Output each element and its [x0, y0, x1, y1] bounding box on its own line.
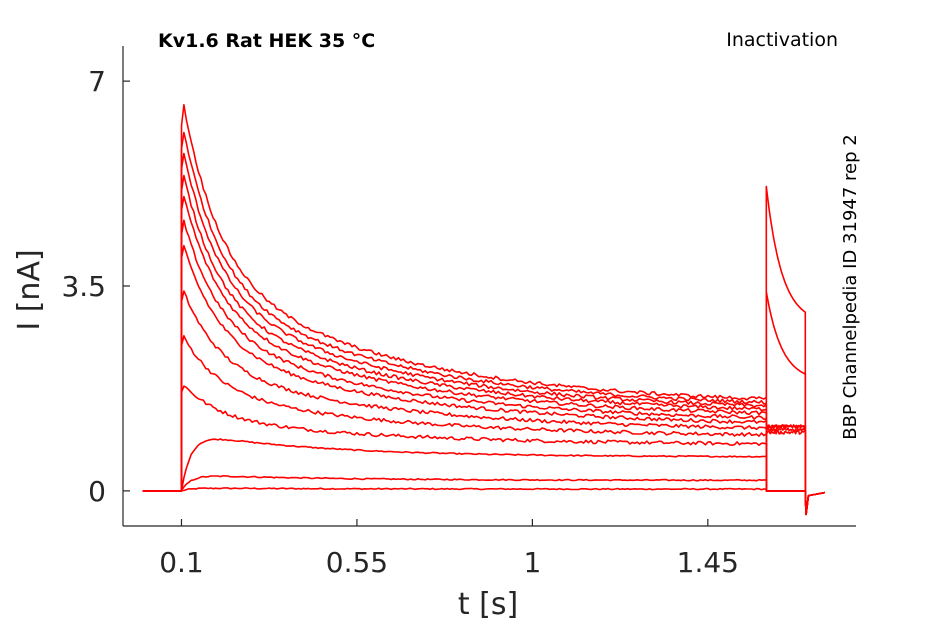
current-trace-4 — [142, 385, 825, 516]
source-id-label: BBP Channelpedia ID 31947 rep 2 — [840, 134, 861, 439]
current-trace-12 — [142, 131, 825, 516]
x-ticks: 0.1 0.55 1 1.45 — [159, 519, 739, 579]
current-trace-8 — [142, 219, 825, 516]
current-trace-2 — [142, 475, 825, 516]
current-trace-3 — [142, 438, 825, 516]
y-tick-label: 3.5 — [61, 270, 106, 303]
current-trace-7 — [142, 244, 825, 516]
current-trace-6 — [142, 290, 825, 516]
current-trace-11 — [142, 152, 825, 516]
current-trace-13 — [142, 104, 825, 516]
x-tick-label: 0.1 — [159, 546, 204, 579]
y-ticks: 03.57 — [61, 65, 130, 508]
chart-title: Kv1.6 Rat HEK 35 °C — [158, 30, 375, 52]
current-trace-10 — [142, 174, 825, 516]
x-tick-label: 1 — [523, 546, 541, 579]
y-axis-label: I [nA] — [12, 249, 47, 330]
protocol-label: Inactivation — [726, 29, 838, 51]
x-axis-label: t [s] — [458, 587, 518, 622]
y-tick-label: 0 — [88, 475, 106, 508]
current-trace-5 — [142, 335, 825, 516]
current-traces — [142, 104, 825, 516]
x-tick-label: 1.45 — [677, 546, 739, 579]
current-trace-1 — [142, 487, 825, 516]
current-trace-9 — [142, 195, 825, 516]
y-tick-label: 7 — [88, 65, 106, 98]
x-tick-label: 0.55 — [326, 546, 388, 579]
